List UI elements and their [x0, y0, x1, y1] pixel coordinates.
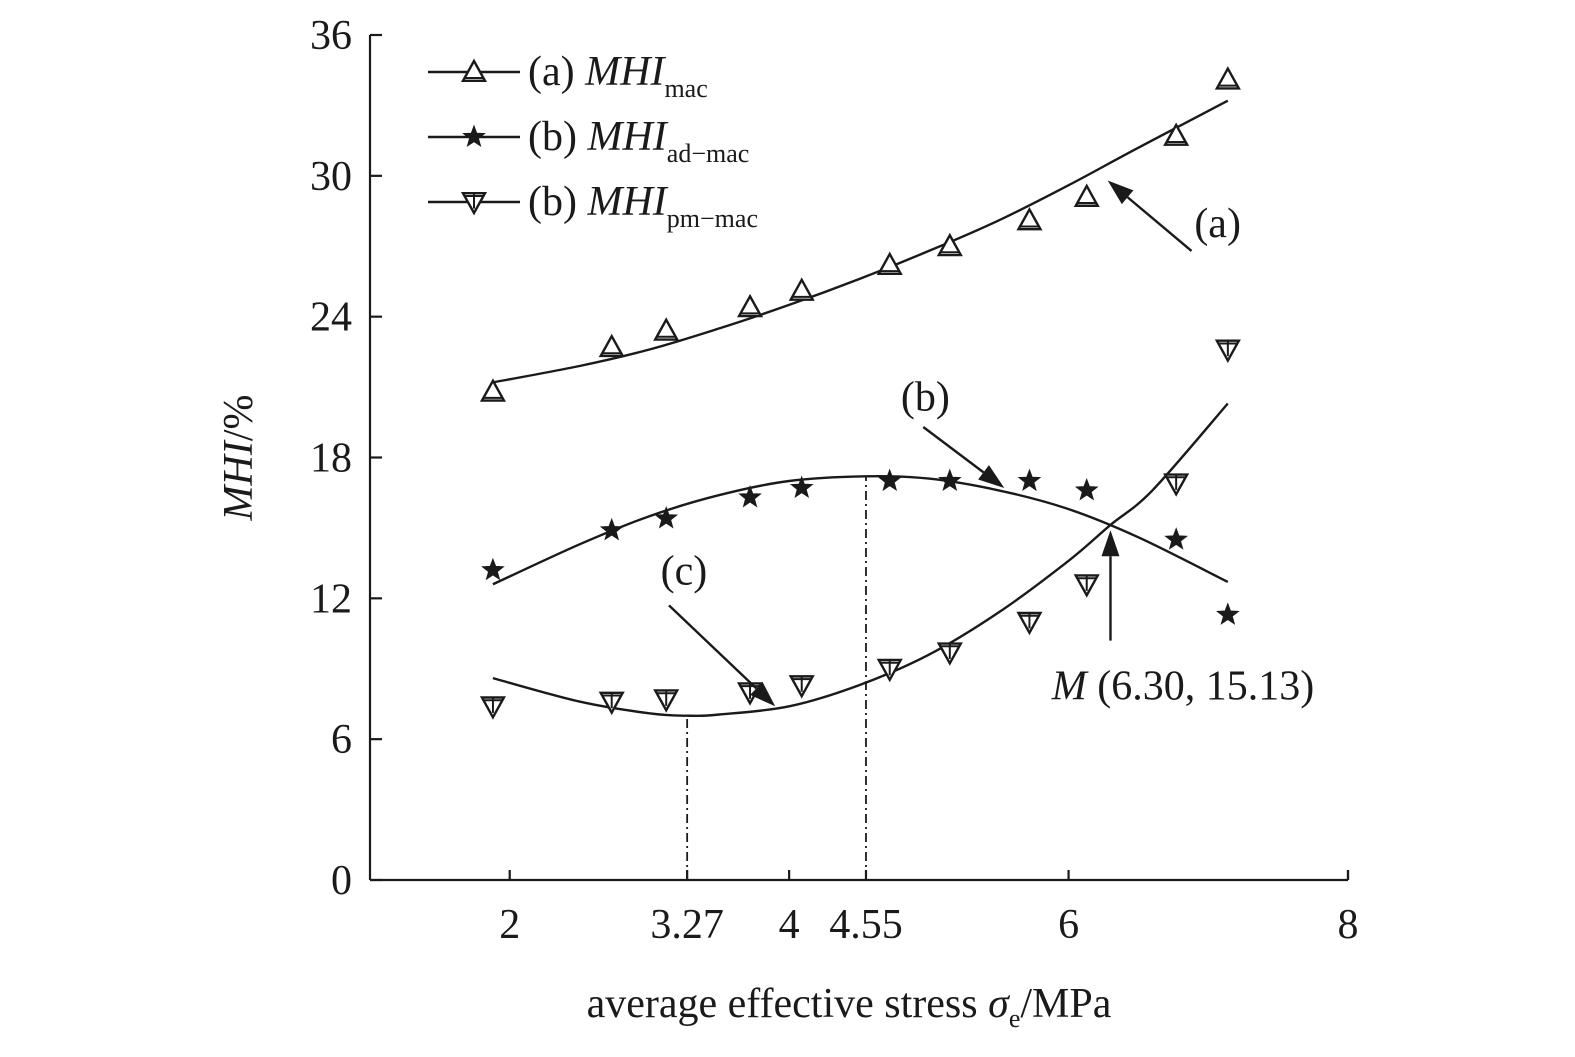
data-point-series-2: [598, 691, 625, 716]
annotation-label: (b): [901, 375, 950, 421]
y-tick-label: 18: [310, 436, 352, 482]
data-point-series-1: [877, 468, 902, 492]
legend-sub: ad−mac: [667, 139, 750, 168]
x-tick-label: 4: [779, 902, 800, 948]
legend-sub: pm−mac: [667, 204, 758, 233]
x-tick-label: 6: [1058, 902, 1079, 948]
x-axis-title-sub: e: [1009, 1004, 1021, 1033]
data-point-series-0: [936, 232, 963, 257]
fit-curve-series-1: [492, 474, 1229, 586]
x-tick-label: 8: [1338, 902, 1359, 948]
data-point-series-0: [876, 251, 903, 276]
x-tick-label: 3.27: [650, 902, 724, 948]
legend-entry: (b) MHIad−mac: [428, 114, 749, 168]
legend-entry: (b) MHIpm−mac: [428, 179, 758, 233]
data-point-series-1: [1074, 477, 1099, 501]
data-point-series-1: [938, 468, 962, 492]
data-point-series-1: [654, 506, 679, 529]
annotation-label: (a): [1194, 201, 1241, 247]
data-point-series-2: [1073, 574, 1100, 598]
reference-lines: [686, 476, 867, 880]
fit-curves: [492, 99, 1229, 718]
y-axis-title: MHI/%: [216, 395, 262, 522]
y-tick-label: 30: [310, 154, 352, 200]
data-point-series-1: [738, 484, 762, 508]
legend-label: (b) MHIad−mac: [528, 114, 749, 168]
x-ticks: 2 3.27 4 4.55 6 8: [499, 870, 1359, 948]
y-axis-title-var: MHI: [216, 439, 262, 521]
data-point-series-1: [1216, 602, 1240, 625]
data-point-series-2: [936, 642, 963, 666]
data-point-series-0: [736, 293, 764, 318]
data-point-series-1: [789, 475, 814, 499]
data-point-series-0: [788, 277, 815, 301]
data-point-series-2: [479, 696, 506, 720]
data-point-series-0: [1073, 183, 1100, 207]
legend-prefix: (b): [528, 179, 587, 225]
x-axis-title-unit: /MPa: [1020, 981, 1111, 1027]
data-point-series-2: [788, 675, 815, 699]
legend-prefix: (b): [528, 114, 587, 160]
data-point-series-2: [653, 689, 680, 713]
x-axis-title-main: average effective stress: [587, 981, 989, 1027]
data-point-series-0: [653, 317, 680, 341]
annotation-arrow: [922, 426, 1005, 489]
data-point-series-2: [1163, 473, 1190, 497]
y-ticks: 0 6 12 18 24 30 36: [310, 13, 382, 904]
data-point-series-1: [1164, 527, 1188, 550]
legend-marker: [460, 58, 488, 83]
x-tick-label: 4.55: [829, 902, 903, 948]
legend-var: MHI: [586, 179, 668, 225]
annotation-label: (c): [661, 548, 708, 594]
legend-sub: mac: [664, 74, 707, 103]
x-axis-title-symbol: σ: [988, 981, 1011, 1027]
data-point-series-0: [598, 333, 625, 358]
y-tick-label: 0: [331, 858, 352, 904]
data-point-series-0: [1016, 206, 1043, 231]
y-tick-label: 36: [310, 13, 352, 59]
axes-group: 2 3.27 4 4.55 6 8 0 6 12 18 24 30 36: [310, 13, 1359, 948]
legend-prefix: (a): [528, 49, 585, 95]
legend-marker: [460, 191, 488, 216]
legend-var: MHI: [586, 114, 668, 160]
data-point-series-1: [481, 557, 505, 581]
y-tick-label: 12: [310, 576, 352, 622]
data-point-series-2: [1214, 339, 1241, 363]
legend-marker: [462, 124, 486, 148]
data-point-series-0: [1214, 66, 1241, 90]
annotation-label: M (6.30, 15.13): [1051, 663, 1314, 709]
legend: (a) MHImac(b) MHIad−mac(b) MHIpm−mac: [428, 49, 758, 233]
data-point-series-1: [1017, 468, 1042, 492]
fit-curve-series-0: [492, 99, 1229, 384]
annotation-point-coords: (6.30, 15.13): [1087, 663, 1314, 709]
annotation-point-name: M: [1051, 663, 1089, 709]
x-axis-title: average effective stress σe/MPa: [587, 981, 1112, 1033]
y-tick-label: 24: [310, 295, 352, 341]
annotation-arrow: [1107, 180, 1193, 252]
legend-label: (b) MHIpm−mac: [528, 179, 758, 233]
y-axis-title-unit: /%: [216, 395, 262, 442]
x-tick-label: 2: [499, 902, 520, 948]
legend-entry: (a) MHImac: [428, 49, 708, 103]
y-tick-label: 6: [331, 717, 352, 763]
annotation-arrow: [668, 604, 776, 707]
fit-curve-series-2: [492, 402, 1229, 718]
legend-var: MHI: [584, 49, 666, 95]
data-point-series-0: [1163, 122, 1190, 146]
data-point-series-2: [1016, 611, 1043, 636]
annotation-arrow: [1101, 530, 1120, 641]
annotations: (a) (b) (c) M (6.30, 15.13): [661, 180, 1314, 709]
legend-label: (a) MHImac: [528, 49, 708, 103]
data-point-series-0: [479, 378, 506, 402]
data-point-series-2: [876, 658, 903, 683]
data-markers: [479, 66, 1241, 720]
data-point-series-1: [599, 517, 624, 541]
